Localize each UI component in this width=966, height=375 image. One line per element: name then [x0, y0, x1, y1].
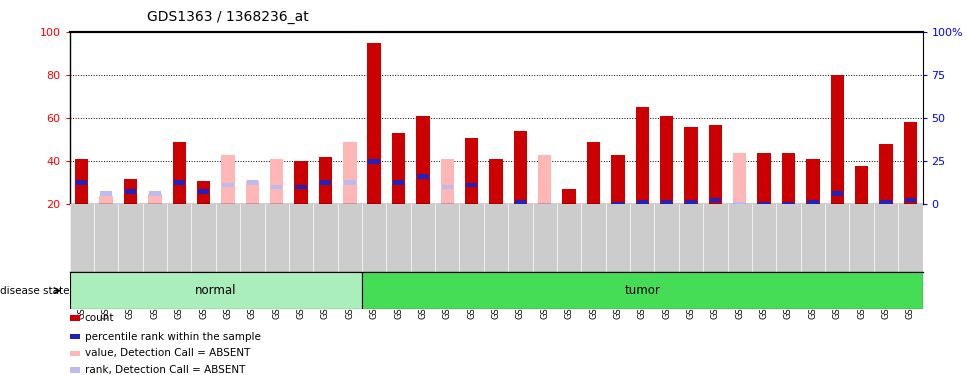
Bar [466, 183, 477, 188]
Bar [75, 159, 89, 204]
Bar [392, 133, 406, 204]
Bar [709, 124, 722, 204]
Bar [586, 142, 600, 204]
Bar [465, 138, 478, 204]
Bar [344, 180, 355, 185]
Bar [271, 185, 282, 189]
Bar [636, 107, 649, 204]
Bar [491, 209, 501, 213]
Bar [173, 142, 185, 204]
Bar [808, 200, 818, 205]
Bar [440, 159, 454, 204]
Bar [880, 200, 892, 205]
Bar [393, 180, 404, 185]
Bar [856, 204, 867, 209]
Bar [125, 189, 136, 194]
Bar [562, 189, 576, 204]
Bar [197, 181, 211, 204]
Bar [245, 181, 259, 204]
Bar [319, 157, 332, 204]
Bar [612, 202, 624, 207]
Bar [221, 155, 235, 204]
Bar [538, 155, 552, 204]
Text: GDS1363 / 1368236_at: GDS1363 / 1368236_at [147, 10, 308, 24]
Bar [832, 191, 843, 196]
Bar [174, 180, 185, 185]
Text: count: count [85, 313, 114, 323]
Bar [70, 334, 80, 339]
Text: percentile rank within the sample: percentile rank within the sample [85, 332, 261, 342]
Bar [367, 43, 381, 204]
Bar [515, 200, 526, 205]
Bar [661, 200, 672, 205]
Bar [782, 202, 794, 207]
Bar [149, 191, 160, 196]
Bar [611, 155, 625, 204]
Bar [148, 194, 161, 204]
Bar [70, 367, 80, 373]
Bar [781, 153, 795, 204]
Bar [807, 159, 819, 204]
Bar [362, 272, 923, 309]
Text: tumor: tumor [624, 284, 660, 297]
Bar [734, 202, 746, 207]
Bar [685, 200, 696, 205]
Bar [222, 183, 234, 188]
Bar [343, 161, 356, 204]
Bar [757, 153, 771, 204]
Bar [198, 189, 210, 194]
Bar [296, 185, 307, 189]
Bar [99, 196, 113, 204]
Text: rank, Detection Call = ABSENT: rank, Detection Call = ABSENT [85, 365, 245, 375]
Bar [76, 180, 88, 185]
Bar [368, 159, 380, 164]
Bar [710, 198, 721, 202]
Bar [684, 127, 697, 204]
Bar [417, 174, 429, 179]
Bar [588, 209, 599, 213]
Bar [441, 185, 453, 189]
Text: value, Detection Call = ABSENT: value, Detection Call = ABSENT [85, 348, 250, 358]
Bar [563, 209, 575, 213]
Bar [879, 144, 893, 204]
Bar [124, 178, 137, 204]
Bar [903, 122, 917, 204]
Bar [831, 75, 844, 204]
Text: normal: normal [195, 284, 237, 297]
Bar [320, 180, 331, 185]
Bar [246, 180, 258, 185]
Bar [855, 166, 868, 204]
Bar [343, 142, 356, 204]
Bar [490, 159, 502, 204]
Bar [637, 200, 648, 205]
Bar [295, 161, 308, 204]
Bar [904, 198, 916, 202]
Bar [270, 159, 283, 204]
Bar [758, 202, 770, 207]
Bar [70, 351, 80, 356]
Bar [539, 211, 551, 215]
Bar [416, 116, 430, 204]
Bar [733, 153, 747, 204]
Bar [344, 180, 355, 185]
Bar [100, 191, 112, 196]
Bar [70, 315, 80, 321]
Bar [70, 272, 362, 309]
Bar [660, 116, 673, 204]
Bar [514, 131, 527, 204]
Text: disease state: disease state [0, 286, 70, 296]
